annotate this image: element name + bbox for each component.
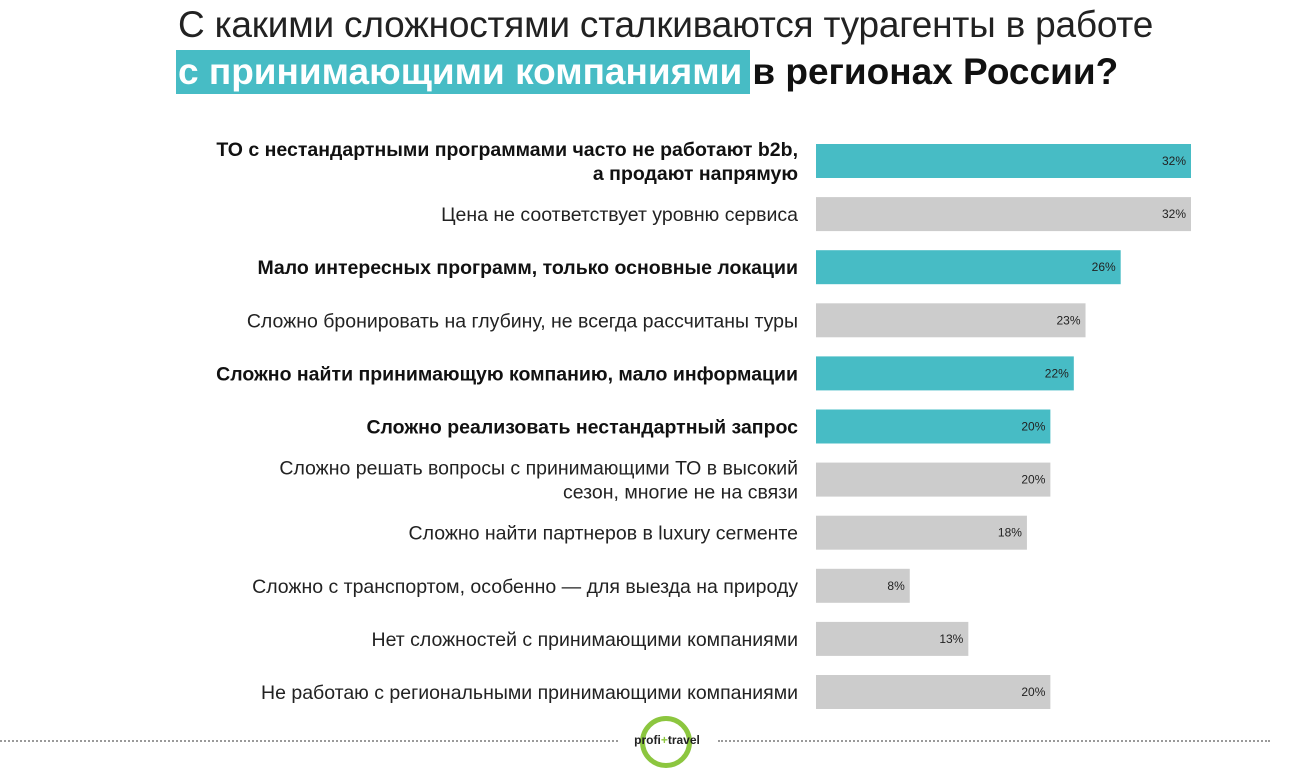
category-label-4-line-1: Сложно бронировать на глубину, не всегда… — [247, 310, 798, 332]
logo-ring-icon — [640, 716, 692, 768]
category-label-3: Мало интересных программ, только основны… — [257, 257, 798, 279]
bar-value-label-9: 8% — [887, 579, 905, 593]
category-label-11: Не работаю с региональными принимающими … — [261, 682, 798, 704]
category-label-7-line-2: сезон, многие не на связи — [563, 482, 798, 504]
category-label-6: Сложно реализовать нестандартный запрос — [366, 417, 798, 439]
title-line-1: С какими сложностями сталкиваются тураге… — [178, 4, 1154, 45]
bar-5 — [816, 356, 1074, 391]
category-label-4: Сложно бронировать на глубину, не всегда… — [247, 310, 798, 332]
category-label-1-line-2: а продают напрямую — [593, 163, 798, 185]
bar-2 — [816, 197, 1191, 232]
logo-text-left: profi — [634, 733, 661, 747]
category-label-10: Нет сложностей с принимающими компаниями — [372, 629, 798, 651]
logo-text-right: travel — [667, 733, 700, 747]
category-label-7: Сложно решать вопросы с принимающими ТО … — [279, 458, 798, 504]
title-rest: в регионах России? — [752, 51, 1119, 92]
category-label-9-line-1: Сложно с транспортом, особенно — для вые… — [252, 576, 798, 598]
category-label-3-line-1: Мало интересных программ, только основны… — [257, 257, 798, 279]
category-label-9: Сложно с транспортом, особенно — для вые… — [252, 576, 798, 598]
bar-9 — [816, 568, 910, 603]
bar-8 — [816, 515, 1027, 550]
bar-1 — [816, 144, 1191, 178]
bar-value-label-1: 32% — [1162, 154, 1186, 168]
footer-divider-right — [718, 740, 1270, 742]
logo: profi+travel — [622, 733, 712, 747]
category-label-10-line-1: Нет сложностей с принимающими компаниями — [372, 629, 798, 651]
logo-plus: + — [660, 733, 668, 747]
category-label-1: ТО с нестандартными программами часто не… — [216, 139, 798, 185]
bar-value-label-4: 23% — [1057, 313, 1081, 327]
category-label-1-line-1: ТО с нестандартными программами часто не… — [216, 139, 798, 161]
title-highlight: с принимающими компаниями — [176, 50, 751, 94]
bar-value-label-5: 22% — [1045, 366, 1069, 380]
bar-4 — [816, 303, 1086, 338]
bar-value-label-11: 20% — [1021, 685, 1045, 699]
footer-divider-left — [0, 740, 618, 742]
category-label-6-line-1: Сложно реализовать нестандартный запрос — [366, 417, 798, 439]
category-label-2-line-1: Цена не соответствует уровню сервиса — [441, 204, 798, 226]
category-label-5: Сложно найти принимающую компанию, мало … — [216, 363, 798, 385]
category-label-11-line-1: Не работаю с региональными принимающими … — [261, 682, 798, 704]
bar-3 — [816, 250, 1121, 285]
category-label-7-line-1: Сложно решать вопросы с принимающими ТО … — [279, 458, 798, 480]
category-label-8: Сложно найти партнеров в luxury сегменте — [409, 523, 798, 545]
bar-10 — [816, 621, 969, 656]
bar-value-label-6: 20% — [1021, 420, 1045, 434]
bar-7 — [816, 462, 1051, 497]
bar-value-label-3: 26% — [1092, 260, 1116, 274]
category-label-5-line-1: Сложно найти принимающую компанию, мало … — [216, 363, 798, 385]
bar-value-label-7: 20% — [1021, 473, 1045, 487]
title-line-2: с принимающими компаниями в регионах Рос… — [176, 50, 1118, 94]
bar-11 — [816, 675, 1051, 709]
bar-value-label-10: 13% — [939, 632, 963, 646]
category-label-2: Цена не соответствует уровню сервиса — [441, 204, 798, 226]
category-label-8-line-1: Сложно найти партнеров в luxury сегменте — [409, 523, 798, 545]
bar-value-label-2: 32% — [1162, 207, 1186, 221]
bar-value-label-8: 18% — [998, 526, 1022, 540]
bar-6 — [816, 409, 1051, 444]
